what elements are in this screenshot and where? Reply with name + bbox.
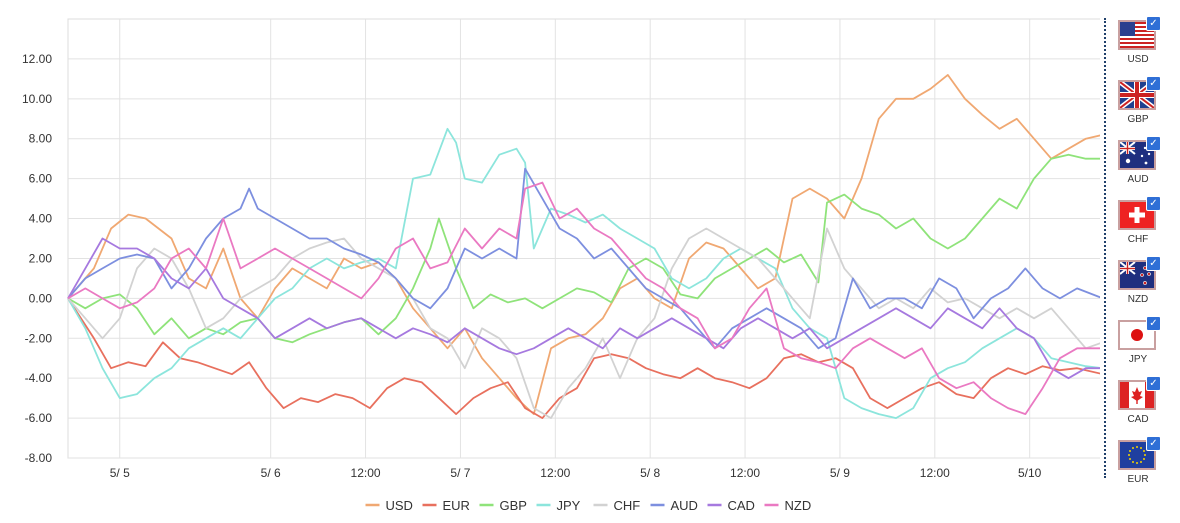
x-tick-label: 12:00 [920,466,950,480]
flag-label-gbp: GBP [1127,114,1149,125]
x-tick-label: 12:00 [730,466,760,480]
checkbox-aud[interactable]: ✓ [1146,136,1161,151]
series-line-chf [67,227,1100,419]
currency-sidebar: ✓ USD ✓ GBP [1104,16,1172,496]
legend-item-aud[interactable]: AUD [650,498,698,513]
flag-label-cad: CAD [1127,414,1149,425]
legend-item-usd[interactable]: USD [365,498,413,513]
legend-label: AUD [671,498,698,513]
x-tick-label: 5/ 6 [261,466,281,480]
flag-item-cad[interactable]: ✓ CAD [1118,376,1161,436]
legend-label: CAD [728,498,755,513]
checkbox-usd[interactable]: ✓ [1146,16,1161,31]
flag-label-nzd: NZD [1127,294,1149,305]
sidebar-divider [1104,18,1106,478]
checkbox-nzd[interactable]: ✓ [1146,256,1161,271]
flag-item-nzd[interactable]: ✓ NZD [1118,256,1161,316]
checkbox-jpy[interactable]: ✓ [1146,316,1161,331]
series-line-nzd [67,181,1100,415]
legend-label: USD [386,498,413,513]
flag-label-jpy: JPY [1128,354,1148,365]
y-tick-label: 4.00 [29,212,53,226]
jp-flag-icon[interactable] [1118,320,1156,350]
flag-item-gbp[interactable]: ✓ GBP [1118,76,1161,136]
y-tick-label: -4.00 [25,371,53,385]
series-line-cad [67,237,1100,380]
y-tick-label: -8.00 [25,451,53,465]
legend-item-eur[interactable]: EUR [422,498,470,513]
flag-item-eur[interactable]: ✓ EUR [1118,436,1161,496]
legend-item-gbp[interactable]: GBP [479,498,527,513]
series-line-usd [67,74,1100,415]
legend-item-chf[interactable]: CHF [593,498,641,513]
flag-item-jpy[interactable]: ✓ JPY [1118,316,1161,376]
flag-label-eur: EUR [1127,474,1149,485]
legend-label: NZD [785,498,812,513]
legend-label: JPY [557,498,581,513]
x-tick-label: 5/ 8 [640,466,660,480]
flag-label-chf: CHF [1127,234,1149,245]
y-tick-label: 8.00 [29,132,53,146]
y-axis-ticks: 12.00 10.00 8.00 6.00 4.00 2.00 0.00 -2.00 -4.00… [22,52,52,465]
line-chart: 12.00 10.00 8.00 6.00 4.00 2.00 0.00 -2.00 -4.00… [22,18,1100,513]
flag-label-aud: AUD [1127,174,1149,185]
series-line-gbp [67,153,1100,344]
legend-item-nzd[interactable]: NZD [764,498,812,513]
y-tick-label: 2.00 [29,251,53,265]
y-tick-label: 6.00 [29,172,53,186]
legend-item-jpy[interactable]: JPY [536,498,581,513]
flag-item-aud[interactable]: ✓ AUD [1118,136,1161,196]
x-tick-label: 5/ 5 [110,466,130,480]
legend-label: CHF [614,498,641,513]
checkbox-chf[interactable]: ✓ [1146,196,1161,211]
chart-series [67,74,1100,419]
us-flag-icon[interactable] [1118,20,1156,50]
y-tick-label: -6.00 [25,411,53,425]
x-tick-label: 5/ 9 [830,466,850,480]
series-line-eur [67,297,1100,419]
y-tick-label: 10.00 [22,92,52,106]
chart-legend[interactable]: USD EUR GBP JPY CHF AUD CAD NZD [365,498,812,513]
x-axis-ticks: 5/ 5 5/ 6 12:00 5/ 7 12:00 5/ 8 12:00 5/ 9 12:00… [110,466,1042,480]
checkbox-gbp[interactable]: ✓ [1146,76,1161,91]
legend-label: GBP [500,498,527,513]
checkbox-eur[interactable]: ✓ [1146,436,1161,451]
x-tick-label: 5/ 7 [450,466,470,480]
legend-item-cad[interactable]: CAD [707,498,755,513]
plot-frame [67,18,1100,459]
ca-flag-icon[interactable] [1118,380,1156,410]
nz-flag-icon[interactable] [1118,260,1156,290]
flag-item-usd[interactable]: ✓ USD [1118,16,1161,76]
x-tick-label: 12:00 [351,466,381,480]
series-line-aud [67,167,1100,350]
x-tick-label: 12:00 [540,466,570,480]
flag-label-usd: USD [1127,54,1149,65]
checkbox-cad[interactable]: ✓ [1146,376,1161,391]
flag-item-chf[interactable]: ✓ CHF [1118,196,1161,256]
y-tick-label: 12.00 [22,52,52,66]
y-tick-label: 0.00 [29,291,53,305]
series-line-jpy [67,127,1100,419]
x-tick-label: 5/10 [1018,466,1042,480]
y-tick-label: -2.00 [25,331,53,345]
legend-label: EUR [443,498,470,513]
chart-grid [67,18,1100,459]
